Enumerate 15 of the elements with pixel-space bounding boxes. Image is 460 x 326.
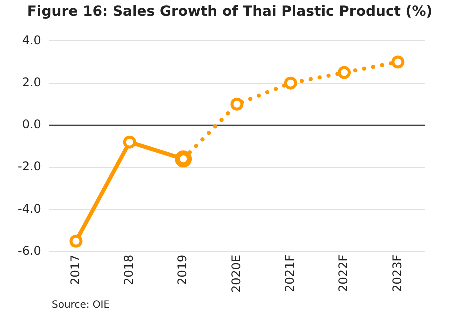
y-tick-label: -6.0 [18,244,42,258]
y-tick-label: 4.0 [22,33,42,48]
y-tick-label: -2.0 [18,160,42,174]
x-tick-label: 2020E [229,254,244,294]
source-note: Source: OIE [52,300,110,311]
x-tick-label: 2018 [122,254,136,286]
y-tick-label: 0.0 [22,118,42,132]
x-tick-label: 2023F [390,254,404,292]
x-tick-label: 2019 [176,254,190,286]
x-tick-label: 2017 [68,254,82,286]
y-tick-label: 2.0 [22,75,42,90]
x-tick-label: 2021F [282,254,297,292]
y-tick-label: -4.0 [18,202,42,216]
chart-title: Figure 16: Sales Growth of Thai Plastic Product (%) [26,4,434,20]
x-tick-label: 2022F [336,254,351,292]
